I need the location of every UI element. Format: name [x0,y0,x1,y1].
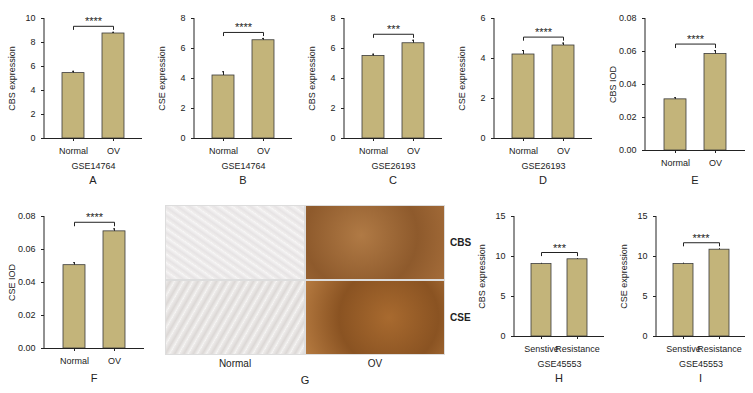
svg-text:0.06: 0.06 [619,46,637,56]
html-text:E: E [691,174,699,186]
svg-text:OV: OV [709,158,722,168]
svg-text:Normal: Normal [661,158,690,168]
svg-text:2: 2 [30,109,35,119]
svg-text:OV: OV [257,146,270,156]
svg-text:****: **** [86,211,104,223]
svg-text:6: 6 [180,43,185,53]
svg-text:10: 10 [495,251,505,261]
svg-text:****: **** [687,33,705,45]
svg-text:OV: OV [107,146,120,156]
svg-text:4: 4 [480,53,485,63]
html-text:Normal: Normal [218,358,252,369]
svg-text:Senstive: Senstive [524,344,559,354]
svg-text:CBS expression: CBS expression [477,244,487,309]
svg-text:GSE14764: GSE14764 [221,161,265,171]
svg-text:GSE45553: GSE45553 [679,359,723,369]
svg-text:6: 6 [30,61,35,71]
html-text:F: F [90,372,98,384]
svg-text:CSE expression: CSE expression [619,244,629,309]
svg-text:CBS expression: CBS expression [307,46,317,111]
svg-text:GSE26193: GSE26193 [521,161,565,171]
svg-text:0.02: 0.02 [619,112,637,122]
svg-text:CSE IOD: CSE IOD [7,264,17,302]
svg-text:GSE14764: GSE14764 [71,161,115,171]
svg-text:0: 0 [500,331,505,341]
svg-text:2: 2 [180,103,185,113]
svg-text:0.04: 0.04 [619,79,637,89]
svg-text:2: 2 [480,93,485,103]
svg-text:6: 6 [330,43,335,53]
svg-text:Normal: Normal [59,146,88,156]
svg-text:5: 5 [642,291,647,301]
html-text:CSE: CSE [450,311,471,323]
svg-text:CBS expression: CBS expression [7,46,17,111]
svg-text:0.02: 0.02 [18,310,36,320]
svg-text:0.08: 0.08 [18,211,36,221]
html-text:C: C [389,174,397,186]
svg-text:10: 10 [637,251,647,261]
svg-text:6: 6 [480,13,485,23]
svg-text:8: 8 [180,13,185,23]
svg-text:***: *** [387,23,401,35]
svg-text:Normal: Normal [359,146,388,156]
html-text:H: H [555,372,563,384]
svg-text:Normal: Normal [509,146,538,156]
svg-text:Resistance: Resistance [697,344,742,354]
svg-text:0.00: 0.00 [18,343,36,353]
svg-text:****: **** [692,232,710,244]
svg-text:10: 10 [25,13,35,23]
svg-text:0: 0 [330,133,335,143]
svg-text:Resistance: Resistance [555,344,600,354]
svg-text:8: 8 [330,13,335,23]
svg-text:0: 0 [180,133,185,143]
svg-text:GSE26193: GSE26193 [371,161,415,171]
svg-text:CBS IOD: CBS IOD [608,66,618,104]
svg-text:4: 4 [330,73,335,83]
svg-text:***: *** [553,242,567,254]
html-text:OV: OV [367,358,383,369]
svg-text:2: 2 [330,103,335,113]
svg-text:Senstive: Senstive [666,344,701,354]
html-text:I: I [699,372,702,384]
svg-text:0.00: 0.00 [619,145,637,155]
svg-text:****: **** [85,15,103,27]
html-text:CBS: CBS [450,236,472,248]
svg-text:0.06: 0.06 [18,244,36,254]
svg-text:****: **** [535,26,553,38]
svg-text:OV: OV [407,146,420,156]
svg-text:8: 8 [30,37,35,47]
svg-text:0.04: 0.04 [18,277,36,287]
html-text:A: A [89,174,97,186]
svg-text:0: 0 [480,133,485,143]
html-text:G: G [300,374,310,386]
html-text:D: D [539,174,547,186]
svg-text:Normal: Normal [209,146,238,156]
svg-text:OV: OV [557,146,570,156]
svg-text:15: 15 [495,211,505,221]
svg-text:CSE expression: CSE expression [457,46,467,111]
svg-text:15: 15 [637,211,647,221]
svg-text:0: 0 [30,133,35,143]
svg-text:0: 0 [642,331,647,341]
svg-text:CSE expression: CSE expression [157,46,167,111]
svg-text:****: **** [235,21,253,33]
svg-text:GSE45553: GSE45553 [537,359,581,369]
svg-text:4: 4 [180,73,185,83]
svg-text:OV: OV [108,356,121,366]
svg-text:4: 4 [30,85,35,95]
svg-text:5: 5 [500,291,505,301]
html-text:B: B [239,174,247,186]
svg-text:0.08: 0.08 [619,13,637,23]
svg-text:Normal: Normal [60,356,89,366]
